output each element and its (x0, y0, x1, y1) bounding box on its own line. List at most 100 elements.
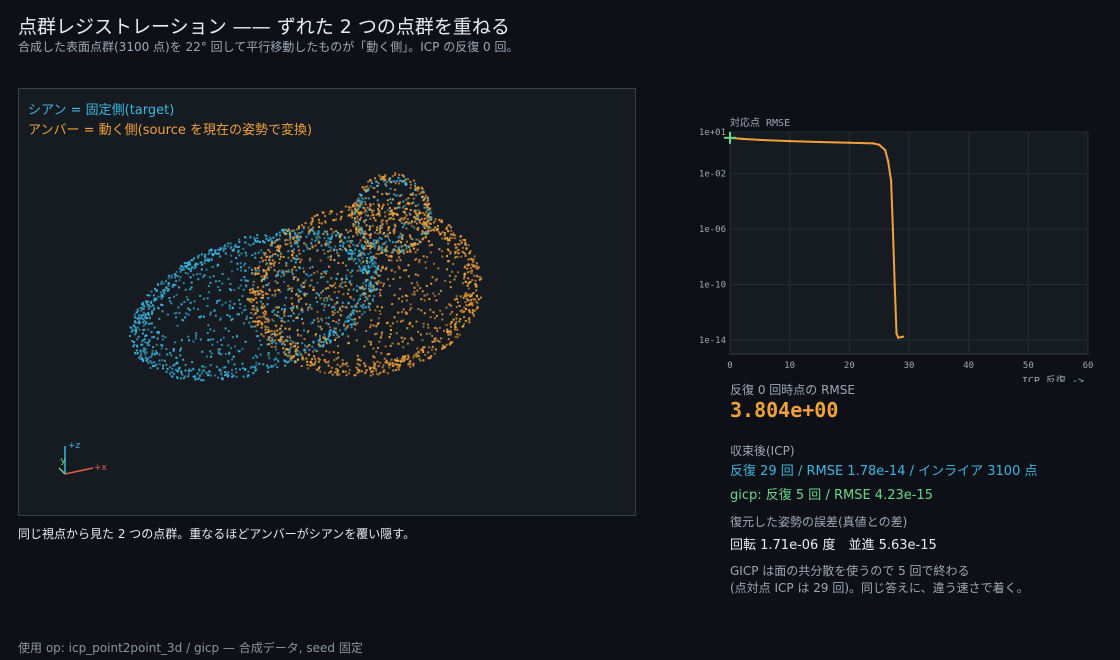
cloud-point (283, 321, 286, 323)
cloud-point (457, 271, 459, 274)
cloud-point (468, 321, 471, 324)
cloud-point (237, 249, 240, 252)
x-tick-label: 40 (963, 361, 974, 371)
cloud-point (323, 252, 326, 255)
cloud-point (430, 229, 433, 232)
cloud-point (376, 185, 379, 187)
cloud-point (401, 300, 404, 303)
cloud-point (185, 262, 188, 264)
cloud-point (353, 309, 356, 312)
cloud-point (366, 245, 369, 247)
cloud-point (306, 331, 309, 334)
point-cloud-canvas[interactable] (19, 89, 635, 515)
cloud-point (150, 300, 153, 303)
cloud-point (292, 276, 295, 279)
cloud-point (346, 292, 349, 295)
cloud-point (193, 300, 196, 303)
cloud-point (362, 230, 365, 233)
cloud-point (316, 214, 319, 217)
cloud-point (319, 344, 322, 347)
cloud-point (338, 236, 341, 239)
cloud-point (389, 361, 392, 364)
cloud-point (252, 320, 255, 323)
cloud-point (374, 288, 377, 291)
cloud-point (319, 370, 322, 373)
cloud-point (452, 232, 455, 235)
cloud-point (470, 299, 472, 301)
point-cloud-viewport[interactable]: シアン = 固定側(target) アンバー = 動く側(source を現在の… (18, 88, 636, 516)
cloud-point (162, 288, 165, 291)
cloud-point (374, 270, 377, 273)
cloud-point (136, 345, 139, 348)
cloud-point (369, 367, 372, 369)
cloud-point (242, 375, 245, 378)
cloud-point (328, 341, 331, 344)
cloud-point (235, 257, 237, 259)
cloud-point (335, 357, 338, 360)
cloud-point (205, 268, 208, 271)
cloud-point (394, 182, 397, 185)
y-axis-line (59, 466, 66, 475)
cloud-point (175, 270, 178, 273)
cloud-point (403, 204, 406, 207)
cloud-point (180, 268, 183, 271)
cloud-point (448, 303, 451, 306)
cloud-point (296, 237, 299, 240)
cloud-point (274, 295, 277, 297)
cloud-point (443, 232, 446, 234)
cloud-point (399, 179, 402, 182)
cloud-point (465, 308, 467, 311)
cloud-point (378, 175, 381, 178)
cloud-point (461, 325, 464, 328)
cloud-point (386, 361, 389, 364)
cloud-point (386, 209, 389, 212)
cloud-point (237, 251, 240, 254)
cloud-point (141, 343, 144, 346)
cloud-point (407, 245, 410, 248)
cloud-point (384, 183, 387, 186)
cloud-point (403, 337, 406, 340)
cloud-point (367, 302, 370, 305)
cloud-point (373, 367, 376, 370)
cloud-point (390, 181, 393, 184)
cloud-point (341, 281, 344, 284)
cloud-point (286, 270, 288, 273)
cloud-point (285, 261, 288, 264)
cloud-point (229, 242, 232, 245)
cloud-point (435, 314, 438, 317)
cloud-point (318, 338, 321, 341)
cloud-point (369, 341, 372, 344)
cloud-point (296, 307, 299, 310)
cloud-point (377, 182, 380, 185)
cloud-point (416, 228, 419, 231)
cloud-point (254, 252, 257, 255)
cloud-point (419, 348, 422, 351)
cloud-point (358, 226, 361, 229)
cloud-point (202, 275, 205, 278)
cloud-point (367, 305, 370, 308)
cloud-point (222, 249, 225, 252)
cloud-point (267, 326, 270, 329)
cloud-point (256, 324, 259, 326)
cloud-point (313, 363, 316, 366)
cloud-point (152, 365, 154, 368)
cloud-point (333, 259, 336, 261)
cloud-point (432, 292, 435, 295)
cloud-point (359, 239, 362, 242)
cloud-point (189, 309, 191, 312)
cloud-point (366, 279, 369, 281)
cloud-point (256, 237, 259, 240)
cloud-point (379, 274, 382, 277)
cloud-point (391, 342, 394, 345)
cloud-point (373, 196, 376, 199)
cloud-point (352, 259, 355, 262)
cloud-point (316, 270, 319, 273)
cloud-point (290, 315, 292, 318)
cloud-point (294, 236, 297, 239)
cloud-point (417, 350, 420, 353)
cloud-point (427, 207, 430, 210)
cloud-point (245, 284, 248, 287)
cloud-point (270, 266, 273, 269)
cloud-point (153, 299, 156, 302)
cloud-point (319, 297, 322, 300)
